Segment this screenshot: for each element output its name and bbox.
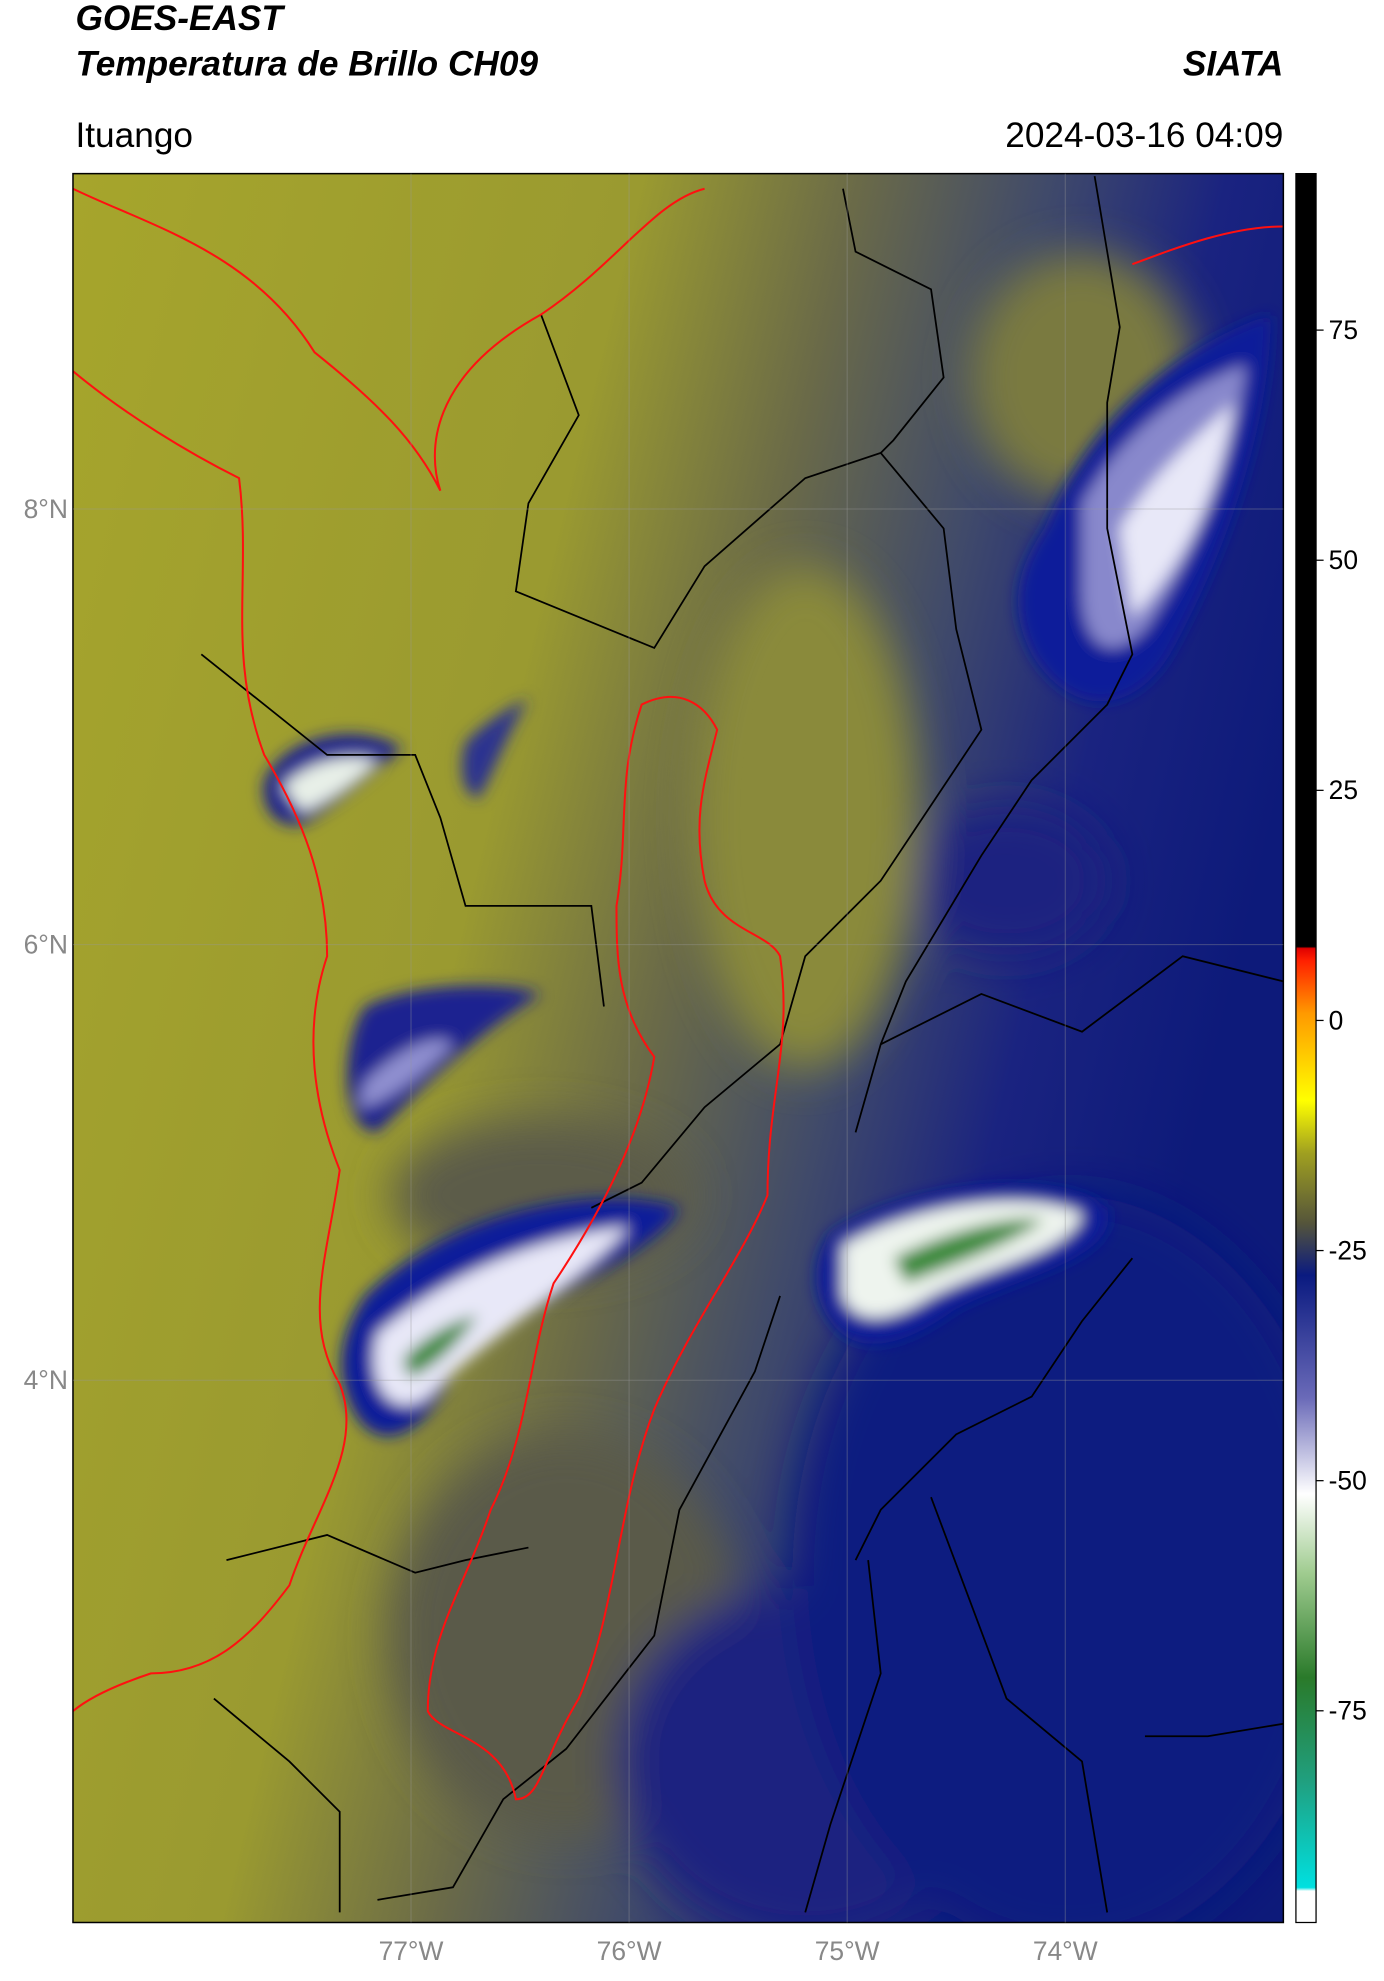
subtitle: Temperatura de Brillo CH09 [75, 44, 538, 83]
map-axes: 77°W 76°W 75°W 74°W 8°N 6°N 4°N [24, 173, 1284, 1966]
location: Ituango [75, 116, 193, 155]
x-tick-label: 74°W [1033, 1936, 1098, 1966]
coastline [72, 187, 1284, 1801]
title: GOES-EAST [75, 0, 285, 38]
y-tick-label: 8°N [24, 494, 68, 524]
borders [200, 176, 1284, 1913]
datetime: 2024-03-16 04:09 [1005, 116, 1283, 155]
y-tick-label: 6°N [24, 929, 68, 959]
colorbar-axis: 75 50 25 0 -25 -50 -75 [1316, 315, 1367, 1726]
colorbar-tick-label: 50 [1329, 545, 1358, 575]
colorbar-tick-label: -25 [1329, 1235, 1367, 1265]
x-tick-label: 76°W [597, 1936, 662, 1966]
colorbar [1295, 172, 1317, 1924]
colorbar-tick-label: -50 [1329, 1465, 1367, 1495]
colorbar-tick-label: 75 [1329, 315, 1358, 345]
map-frame [72, 172, 1285, 1924]
colorbar-tick-label: 25 [1329, 775, 1358, 805]
x-tick-label: 77°W [379, 1936, 444, 1966]
colorbar-tick-label: -75 [1329, 1696, 1367, 1726]
y-tick-label: 4°N [24, 1365, 68, 1395]
x-tick-label: 75°W [815, 1936, 880, 1966]
brand: SIATA [1183, 44, 1283, 83]
colorbar-tick-label: 0 [1329, 1005, 1344, 1035]
satellite-image [72, 173, 1284, 1923]
